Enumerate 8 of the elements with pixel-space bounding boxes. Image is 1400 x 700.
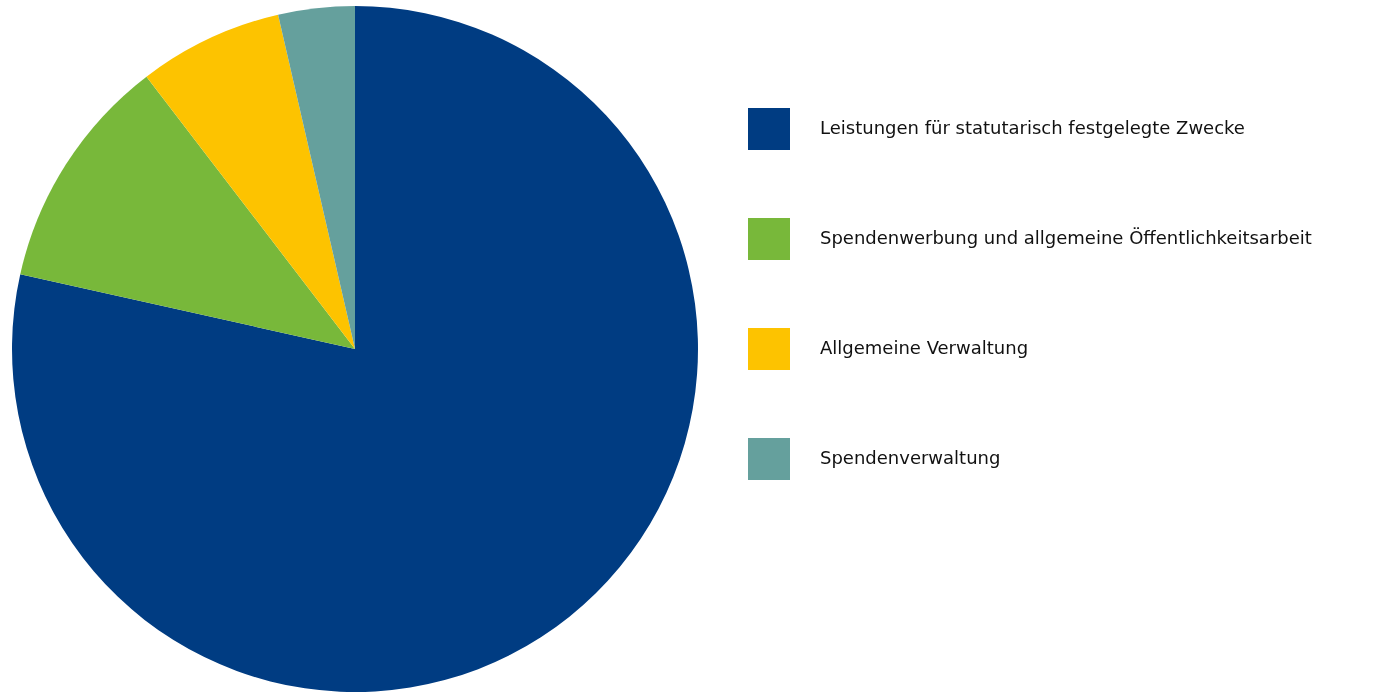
legend-label: Spendenverwaltung <box>820 447 1001 468</box>
legend-label: Allgemeine Verwaltung <box>820 337 1029 358</box>
pie-slice <box>146 14 355 349</box>
pie-slice <box>20 76 355 349</box>
legend-label: Spendenwerbung und allgemeine Öffentlichkeitsarbeit <box>820 227 1312 248</box>
legend-label: Leistungen für statutarisch festgelegte Zwecke <box>820 117 1245 138</box>
pie-slice <box>278 6 355 349</box>
pie-slice <box>12 6 698 692</box>
